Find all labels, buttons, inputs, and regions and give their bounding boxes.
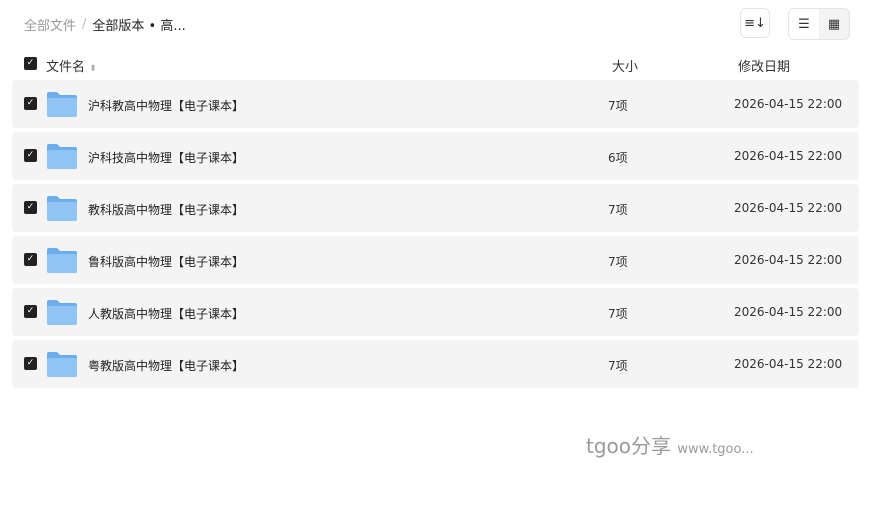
row-checkbox[interactable]: ✓ [24, 357, 37, 370]
row-checkbox[interactable]: ✓ [24, 97, 37, 110]
folder-icon [47, 196, 77, 221]
file-size: 7项 [608, 359, 628, 373]
table-row[interactable]: ✓ 人教版高中物理【电子课本】 7项 2026-04-15 22:00 [12, 288, 859, 336]
file-name[interactable]: 鲁科版高中物理【电子课本】 [88, 255, 245, 269]
view-toggle: ☰ ▦ [788, 8, 850, 40]
table-row[interactable]: ✓ 沪科技高中物理【电子课本】 6项 2026-04-15 22:00 [12, 132, 859, 180]
breadcrumb-root-link[interactable]: 全部文件 [24, 19, 77, 34]
column-name[interactable]: 文件名 ⬍ [46, 56, 97, 75]
list-view-icon: ☰ [798, 16, 810, 32]
file-name[interactable]: 人教版高中物理【电子课本】 [88, 307, 245, 321]
watermark-url: www.tgoo... [677, 442, 754, 457]
column-name-label: 文件名 [46, 60, 86, 75]
row-checkbox[interactable]: ✓ [24, 149, 37, 162]
file-date: 2026-04-15 22:00 [734, 357, 843, 371]
folder-icon [47, 92, 77, 117]
grid-view-button[interactable]: ▦ [819, 9, 849, 39]
folder-icon [47, 144, 77, 169]
file-name[interactable]: 粤教版高中物理【电子课本】 [88, 359, 245, 373]
folder-icon [47, 352, 77, 377]
watermark: tgoo分享 www.tgoo... [586, 430, 754, 459]
file-name[interactable]: 教科版高中物理【电子课本】 [88, 203, 245, 217]
breadcrumb-separator: / [82, 17, 87, 32]
breadcrumb: 全部文件 / 全部版本 • 高... [24, 15, 186, 34]
column-size: 大小 [612, 60, 639, 75]
watermark-brand: tgoo分享 [586, 434, 672, 458]
select-all-checkbox[interactable]: ✓ [24, 57, 37, 70]
file-date: 2026-04-15 22:00 [734, 97, 843, 111]
file-date: 2026-04-15 22:00 [734, 305, 843, 319]
table-row[interactable]: ✓ 粤教版高中物理【电子课本】 7项 2026-04-15 22:00 [12, 340, 859, 388]
grid-view-icon: ▦ [827, 16, 841, 32]
sort-button[interactable]: ≡↓ [740, 8, 770, 38]
file-name[interactable]: 沪科教高中物理【电子课本】 [88, 99, 245, 113]
file-date: 2026-04-15 22:00 [734, 253, 843, 267]
file-date: 2026-04-15 22:00 [734, 201, 843, 215]
table-row[interactable]: ✓ 鲁科版高中物理【电子课本】 7项 2026-04-15 22:00 [12, 236, 859, 284]
file-size: 7项 [608, 255, 628, 269]
sort-toggle-icon: ⬍ [89, 64, 97, 74]
file-date: 2026-04-15 22:00 [734, 149, 843, 163]
breadcrumb-current: 全部版本 • 高... [92, 19, 186, 34]
table-header: ✓ 文件名 ⬍ 大小 修改日期 [24, 56, 874, 75]
column-date: 修改日期 [738, 60, 791, 75]
file-size: 7项 [608, 307, 628, 321]
sort-icon: ≡↓ [744, 15, 766, 31]
file-size: 7项 [608, 99, 628, 113]
folder-icon [47, 248, 77, 273]
row-checkbox[interactable]: ✓ [24, 253, 37, 266]
file-name[interactable]: 沪科技高中物理【电子课本】 [88, 151, 245, 165]
table-row[interactable]: ✓ 教科版高中物理【电子课本】 7项 2026-04-15 22:00 [12, 184, 859, 232]
file-size: 6项 [608, 151, 628, 165]
file-size: 7项 [608, 203, 628, 217]
row-checkbox[interactable]: ✓ [24, 305, 37, 318]
row-checkbox[interactable]: ✓ [24, 201, 37, 214]
folder-icon [47, 300, 77, 325]
list-view-button[interactable]: ☰ [789, 9, 819, 39]
table-row[interactable]: ✓ 沪科教高中物理【电子课本】 7项 2026-04-15 22:00 [12, 80, 859, 128]
